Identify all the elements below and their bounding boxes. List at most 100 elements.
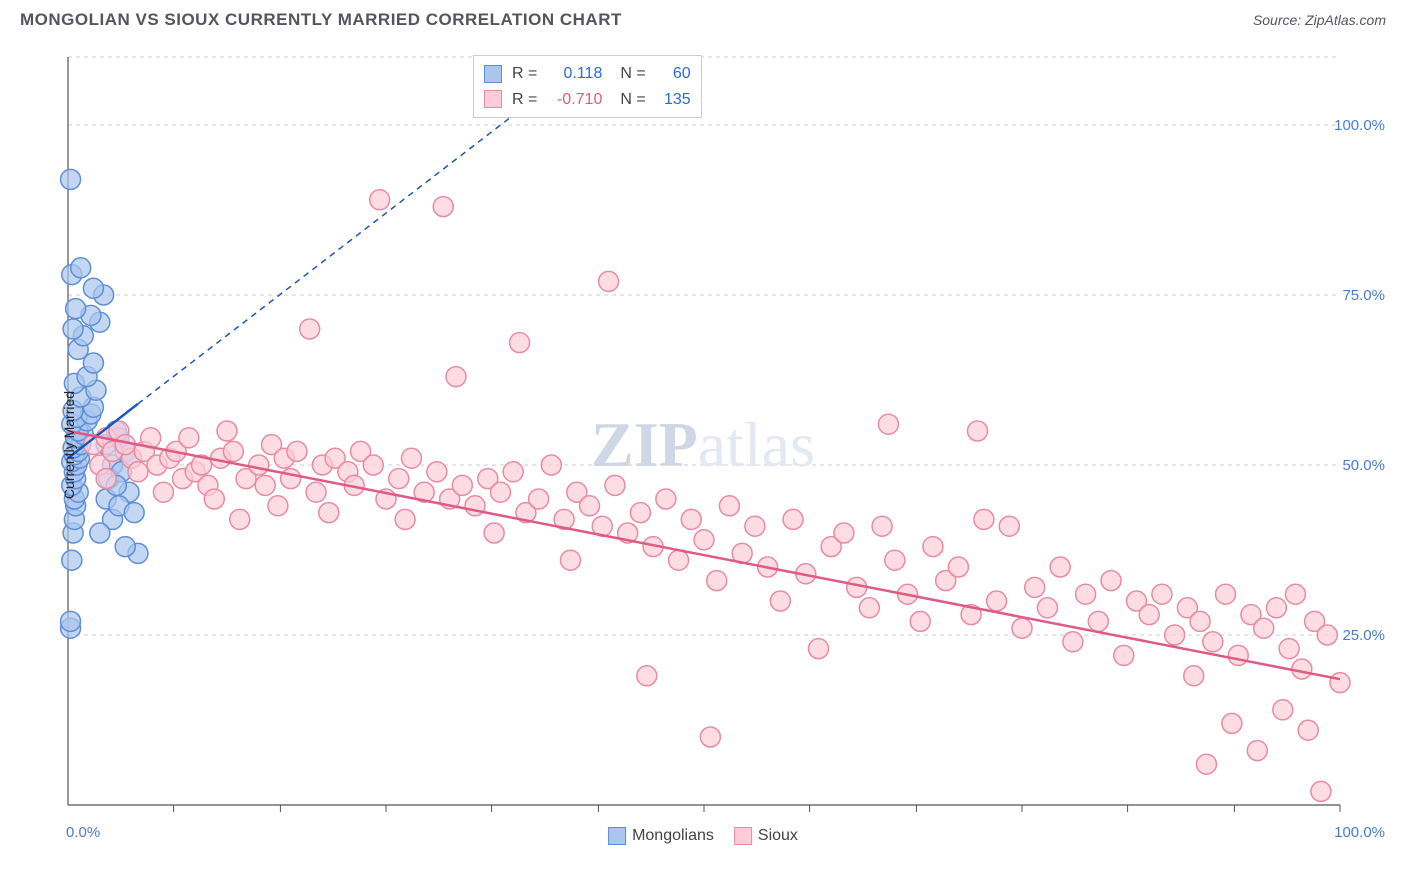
n-label: N = [620, 87, 645, 113]
scatter-point [503, 462, 523, 482]
scatter-point [63, 319, 83, 339]
y-tick-label: 50.0% [1342, 457, 1385, 474]
scatter-point [967, 421, 987, 441]
scatter-point [255, 475, 275, 495]
n-value: 135 [656, 87, 691, 113]
scatter-point [1298, 720, 1318, 740]
scatter-point [179, 428, 199, 448]
scatter-point [987, 591, 1007, 611]
scatter-point [71, 258, 91, 278]
scatter-point [1165, 625, 1185, 645]
y-tick-label: 75.0% [1342, 287, 1385, 304]
scatter-point [529, 489, 549, 509]
scatter-point [783, 509, 803, 529]
scatter-point [560, 550, 580, 570]
scatter-point [700, 727, 720, 747]
scatter-point [300, 319, 320, 339]
scatter-point [281, 469, 301, 489]
scatter-point [1203, 632, 1223, 652]
scatter-point [395, 509, 415, 529]
scatter-point [153, 482, 173, 502]
scatter-point [446, 367, 466, 387]
scatter-point [363, 455, 383, 475]
scatter-point [1273, 700, 1293, 720]
scatter-point [1254, 618, 1274, 638]
scatter-point [1266, 598, 1286, 618]
scatter-point [1247, 741, 1267, 761]
stats-swatch [484, 90, 502, 108]
r-value: 0.118 [547, 61, 602, 87]
scatter-point [681, 509, 701, 529]
legend-item: Mongolians [608, 827, 714, 845]
scatter-point [1228, 645, 1248, 665]
regression-line [68, 431, 1340, 679]
scatter-point [1088, 611, 1108, 631]
scatter-point [1184, 666, 1204, 686]
scatter-point [1101, 571, 1121, 591]
scatter-point [834, 523, 854, 543]
scatter-point [1037, 598, 1057, 618]
legend-label: Sioux [758, 827, 798, 845]
scatter-point [287, 441, 307, 461]
scatter-point [541, 455, 561, 475]
scatter-point [1222, 713, 1242, 733]
scatter-point [83, 278, 103, 298]
scatter-point [580, 496, 600, 516]
scatter-point [1012, 618, 1032, 638]
scatter-point [1063, 632, 1083, 652]
scatter-point [427, 462, 447, 482]
scatter-point [1216, 584, 1236, 604]
scatter-point [484, 523, 504, 543]
x-tick-label: 0.0% [66, 824, 100, 841]
scatter-point [630, 503, 650, 523]
n-label: N = [620, 61, 645, 87]
scatter-point [115, 537, 135, 557]
legend: Mongolians Sioux [608, 827, 798, 845]
scatter-point [128, 462, 148, 482]
scatter-point [1279, 639, 1299, 659]
scatter-point [1292, 659, 1312, 679]
scatter-point [319, 503, 339, 523]
scatter-point [452, 475, 472, 495]
scatter-point [1076, 584, 1096, 604]
r-label: R = [512, 61, 537, 87]
r-value: -0.710 [547, 87, 602, 113]
scatter-point [1139, 605, 1159, 625]
scatter-point [96, 469, 116, 489]
legend-label: Mongolians [632, 827, 714, 845]
stats-swatch [484, 65, 502, 83]
stats-box: R = 0.118 N = 60 R = -0.710 N = 135 [473, 55, 702, 118]
scatter-point [217, 421, 237, 441]
scatter-point [1317, 625, 1337, 645]
scatter-point [808, 639, 828, 659]
scatter-point [433, 197, 453, 217]
n-value: 60 [656, 61, 691, 87]
scatter-point [230, 509, 250, 529]
scatter-point [885, 550, 905, 570]
scatter-point [656, 489, 676, 509]
scatter-point [1196, 754, 1216, 774]
legend-swatch [734, 827, 752, 845]
r-label: R = [512, 87, 537, 113]
scatter-point [124, 503, 144, 523]
chart-title: MONGOLIAN VS SIOUX CURRENTLY MARRIED COR… [20, 10, 622, 30]
scatter-point [694, 530, 714, 550]
scatter-point [637, 666, 657, 686]
scatter-point [923, 537, 943, 557]
chart-container: Currently Married ZIPatlas R =0.118N =60… [20, 45, 1386, 845]
scatter-point [1190, 611, 1210, 631]
legend-item: Sioux [734, 827, 798, 845]
scatter-point [389, 469, 409, 489]
scatter-point [62, 550, 82, 570]
source-label: Source: ZipAtlas.com [1253, 12, 1386, 28]
y-axis-label: Currently Married [61, 391, 77, 499]
scatter-point [878, 414, 898, 434]
scatter-point [719, 496, 739, 516]
x-tick-label: 100.0% [1334, 824, 1385, 841]
scatter-point [974, 509, 994, 529]
scatter-point [859, 598, 879, 618]
scatter-chart: 25.0%50.0%75.0%100.0%0.0%100.0% [20, 45, 1386, 845]
scatter-point [401, 448, 421, 468]
scatter-point [490, 482, 510, 502]
scatter-point [1285, 584, 1305, 604]
